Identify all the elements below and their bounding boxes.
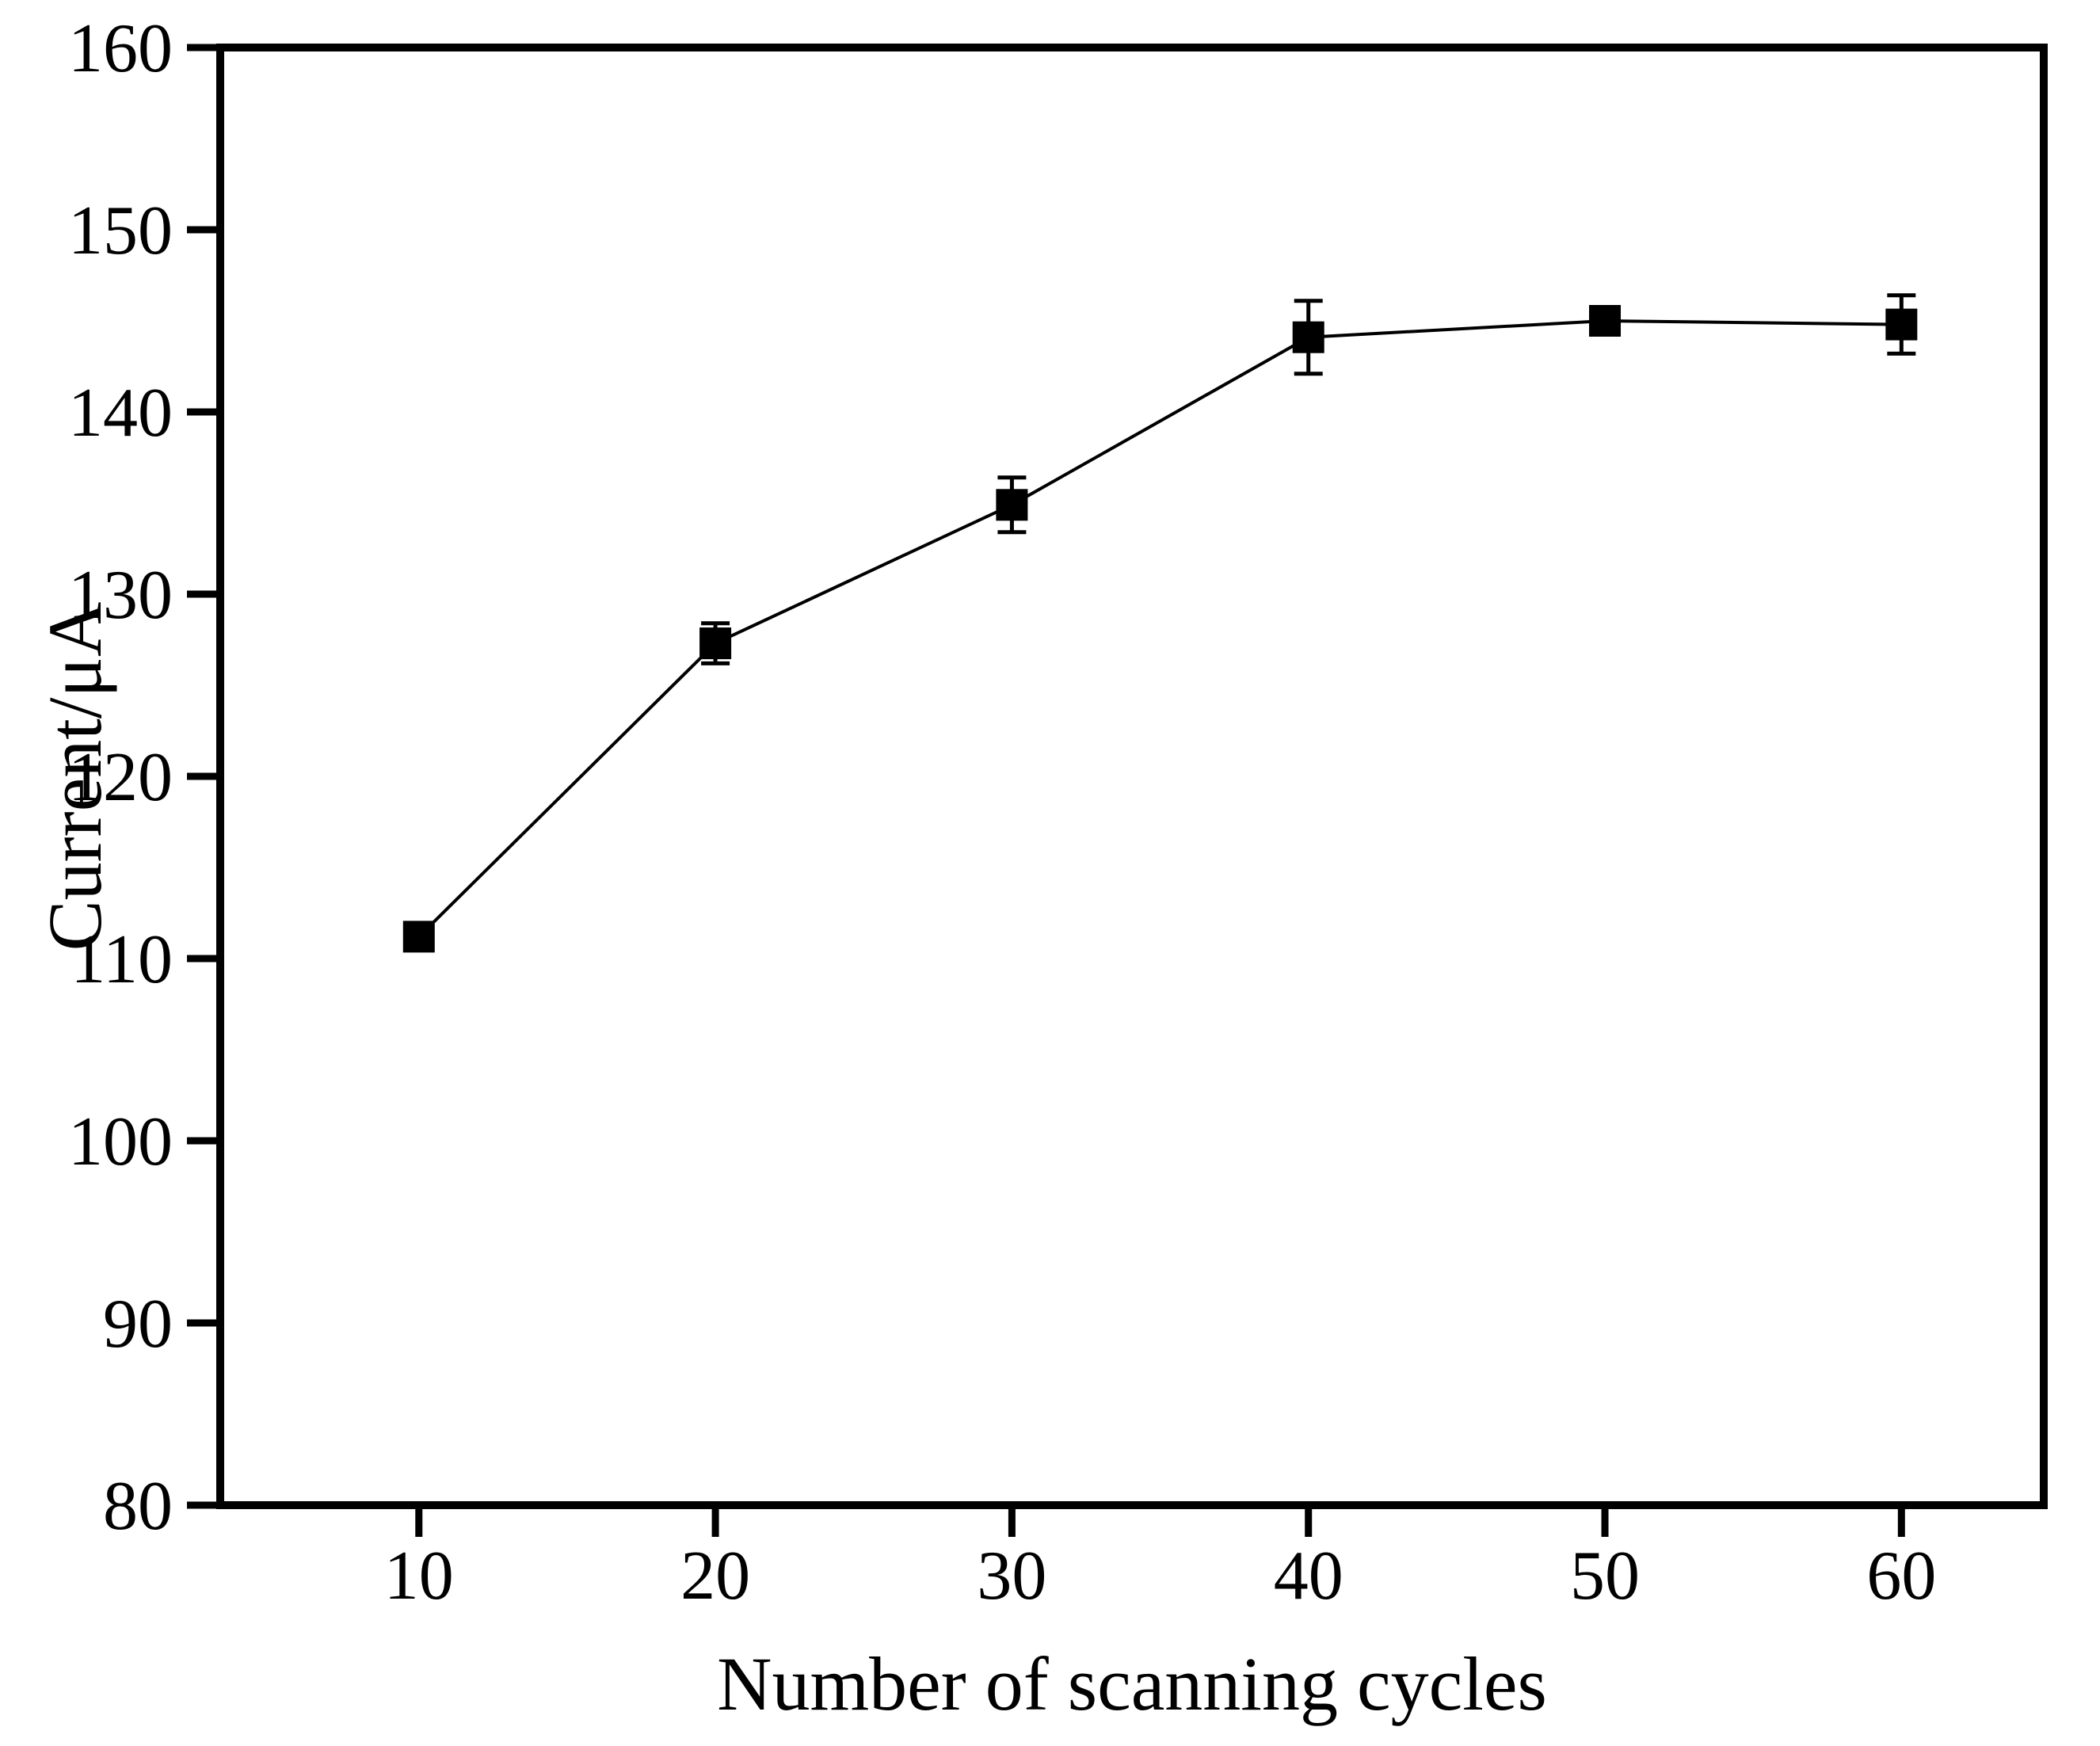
y-tick-label: 150 <box>68 193 173 269</box>
data-point <box>996 489 1028 521</box>
x-tick-label: 50 <box>1570 1538 1640 1614</box>
x-tick-label: 40 <box>1274 1538 1343 1614</box>
data-point <box>1885 308 1918 341</box>
y-tick-label: 90 <box>103 1286 173 1363</box>
y-axis-title: Current/μA <box>32 601 117 951</box>
x-axis-title: Number of scanning cycles <box>717 1641 1547 1726</box>
data-point <box>1589 305 1622 337</box>
plot-frame <box>216 44 2048 1509</box>
data-point <box>699 627 732 660</box>
data-point <box>402 921 435 953</box>
data-line <box>417 318 1902 938</box>
x-tick-label: 30 <box>977 1538 1046 1614</box>
y-tick-label: 120 <box>68 739 173 816</box>
y-tick-label: 80 <box>103 1468 173 1545</box>
y-tick-label: 160 <box>68 10 173 87</box>
data-point <box>1292 321 1324 353</box>
x-tick-label: 20 <box>680 1538 750 1614</box>
y-tick-label: 140 <box>68 375 173 452</box>
x-tick-label: 10 <box>384 1538 454 1614</box>
x-tick-label: 60 <box>1866 1538 1936 1614</box>
y-tick-label: 130 <box>68 557 173 634</box>
y-tick-label: 110 <box>71 921 173 998</box>
y-tick-label: 100 <box>68 1104 173 1180</box>
